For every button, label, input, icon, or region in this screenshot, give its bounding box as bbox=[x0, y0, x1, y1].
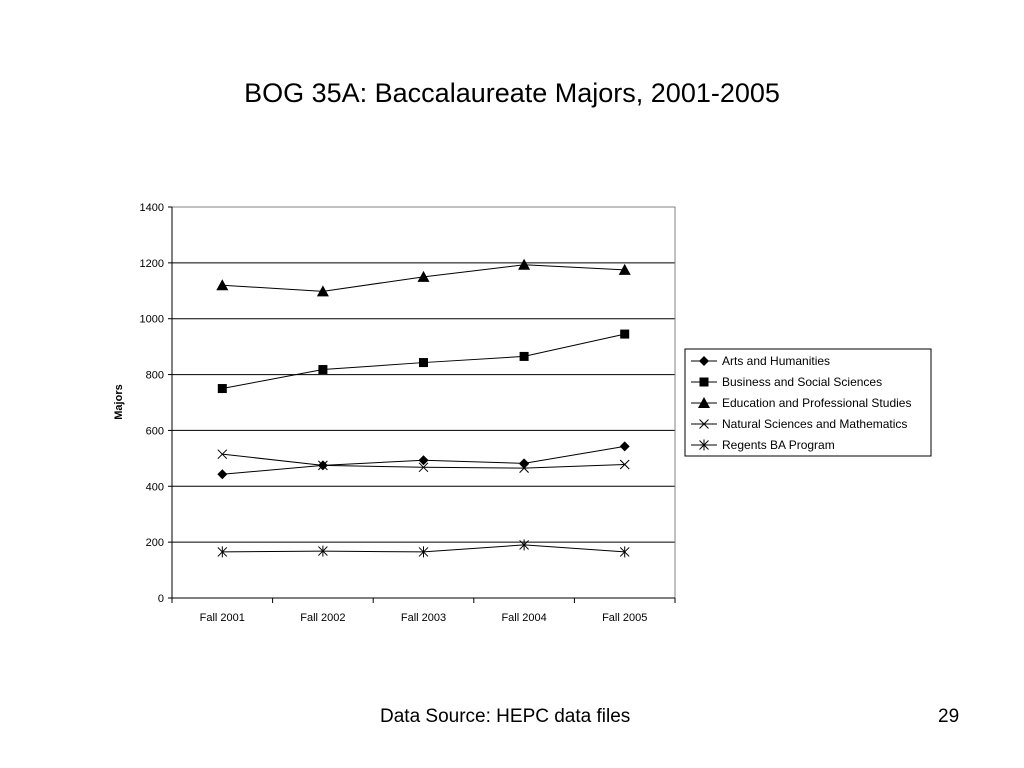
y-tick-label: 0 bbox=[158, 593, 164, 605]
data-point-arts-and-humanities bbox=[418, 455, 429, 466]
data-point-natural-sciences-and-mathematics bbox=[519, 463, 529, 473]
legend-item-business-and-social-sciences: Business and Social Sciences bbox=[691, 375, 882, 389]
data-point-education-and-professional-studies bbox=[518, 258, 531, 270]
legend-marker bbox=[699, 419, 709, 429]
legend-label: Business and Social Sciences bbox=[722, 375, 882, 389]
data-point-regents-ba-program bbox=[217, 546, 228, 558]
y-axis-title: Majors bbox=[113, 384, 125, 419]
legend: Arts and Humanities Business and Social S… bbox=[684, 348, 932, 457]
data-point-arts-and-humanities bbox=[217, 469, 228, 480]
y-tick-label: 1000 bbox=[140, 314, 164, 326]
y-tick-label: 200 bbox=[146, 537, 164, 549]
y-tick-label: 1400 bbox=[140, 202, 164, 214]
data-point-business-and-social-sciences bbox=[419, 358, 428, 368]
data-point-education-and-professional-studies bbox=[417, 270, 430, 282]
x-tick-label: Fall 2004 bbox=[501, 612, 546, 624]
legend-label: Natural Sciences and Mathematics bbox=[722, 417, 907, 431]
y-tick-label: 1200 bbox=[140, 258, 164, 270]
data-point-education-and-professional-studies bbox=[316, 285, 329, 297]
x-tick-label: Fall 2002 bbox=[300, 612, 345, 624]
data-point-arts-and-humanities bbox=[619, 441, 630, 452]
data-point-education-and-professional-studies bbox=[216, 279, 229, 291]
y-tick-label: 800 bbox=[146, 370, 164, 382]
data-point-regents-ba-program bbox=[519, 539, 529, 551]
legend-label: Regents BA Program bbox=[722, 438, 835, 452]
series-natural-sciences-and-mathematics bbox=[217, 449, 630, 473]
data-point-arts-and-humanities bbox=[519, 458, 530, 469]
data-point-regents-ba-program bbox=[619, 546, 630, 558]
legend-box bbox=[684, 348, 932, 457]
data-point-regents-ba-program bbox=[418, 546, 429, 558]
x-tick-label: Fall 2003 bbox=[401, 612, 446, 624]
series-business-and-social-sciences bbox=[217, 329, 630, 394]
axes: 0 200 400 600 800 1000 1200 1400 Fall 2001 Fall 2… bbox=[140, 202, 676, 624]
x-tick-label: Fall 2001 bbox=[200, 612, 245, 624]
legend-marker bbox=[699, 356, 709, 366]
data-point-business-and-social-sciences bbox=[217, 384, 227, 394]
legend-item-regents-ba-program: Regents BA Program bbox=[691, 438, 835, 452]
legend-marker bbox=[699, 439, 709, 451]
series-lines bbox=[216, 258, 631, 558]
x-tick-label: Fall 2005 bbox=[602, 612, 647, 624]
data-source-note: Data Source: HEPC data files bbox=[380, 706, 631, 727]
y-tick-label: 600 bbox=[146, 425, 164, 437]
data-point-business-and-social-sciences bbox=[318, 365, 328, 375]
data-point-natural-sciences-and-mathematics bbox=[619, 459, 630, 470]
data-point-natural-sciences-and-mathematics bbox=[217, 449, 228, 460]
data-point-regents-ba-program bbox=[318, 545, 328, 557]
data-point-natural-sciences-and-mathematics bbox=[418, 462, 429, 473]
data-point-business-and-social-sciences bbox=[620, 329, 630, 339]
legend-item-natural-sciences-and-mathematics: Natural Sciences and Mathematics bbox=[691, 417, 907, 431]
grid-lines bbox=[172, 206, 675, 543]
data-point-education-and-professional-studies bbox=[618, 263, 631, 275]
y-tick-label: 400 bbox=[146, 481, 164, 493]
legend-label: Arts and Humanities bbox=[722, 354, 830, 368]
series-regents-ba-program bbox=[217, 539, 630, 558]
legend-item-arts-and-humanities: Arts and Humanities bbox=[691, 354, 830, 368]
legend-marker bbox=[698, 397, 710, 408]
legend-marker bbox=[699, 377, 709, 387]
plot-area-frame bbox=[171, 206, 676, 599]
slide-title: BOG 35A: Baccalaureate Majors, 2001-2005 bbox=[244, 78, 780, 108]
data-point-business-and-social-sciences bbox=[519, 351, 529, 361]
legend-label: Education and Professional Studies bbox=[722, 396, 911, 410]
page-number: 29 bbox=[938, 706, 960, 727]
legend-item-education-and-professional-studies: Education and Professional Studies bbox=[691, 396, 911, 410]
data-point-natural-sciences-and-mathematics bbox=[318, 460, 328, 471]
series-education-and-professional-studies bbox=[216, 258, 631, 297]
